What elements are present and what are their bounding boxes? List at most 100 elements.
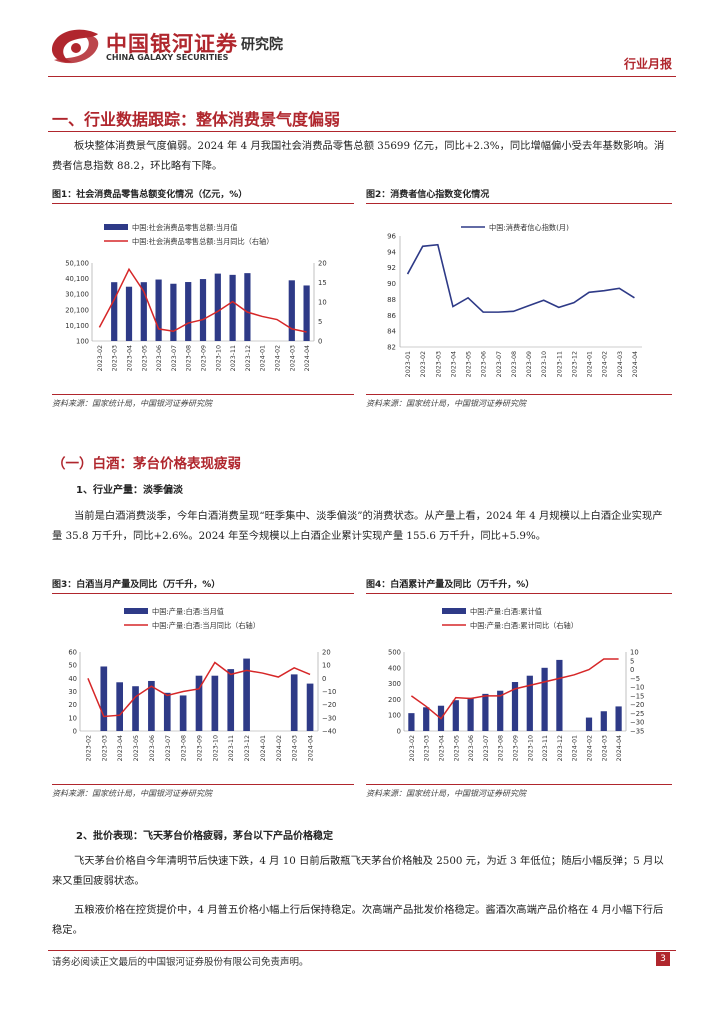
y-tick-label: 88 — [387, 296, 396, 304]
x-tick-label: 2024-03 — [292, 735, 299, 761]
footer-divider — [48, 950, 676, 951]
figure-source: 资料来源：国家统计局，中国银河证券研究院 — [52, 399, 212, 408]
bar — [290, 674, 298, 731]
y2-tick-label: −25 — [630, 710, 644, 718]
y-tick-label: 20 — [68, 701, 77, 709]
y-tick-label: 96 — [387, 233, 396, 241]
figure-title: 图4：白酒累计产量及同比（万千升，%） — [366, 580, 535, 590]
retail-sales-chart: 中国:社会消费品零售总额:当月值中国:社会消费品零售总额:当月同比（右轴）100… — [65, 223, 326, 371]
section-paragraph: 板块整体消费景气度偏弱。2024 年 4 月我国社会消费品零售总额 35699 … — [52, 140, 665, 172]
subsection-paragraph: 五粮液价格在控货提价中，4 月普五价格小幅上行后保持稳定。次高端产品批发价格稳定… — [52, 904, 664, 936]
bar — [199, 279, 207, 341]
y-tick-label: 60 — [68, 649, 77, 657]
y-tick-label: 50,100 — [65, 260, 89, 268]
legend-label: 中国:社会消费品零售总额:当月值 — [132, 223, 237, 232]
bar — [227, 669, 235, 731]
legend-swatch — [104, 224, 128, 230]
y2-tick-label: 0 — [318, 338, 322, 346]
x-tick-label: 2024-02 — [275, 345, 282, 371]
x-tick-label: 2024-03 — [617, 351, 624, 377]
x-tick-label: 2024-01 — [572, 735, 579, 761]
x-tick-label: 2023-08 — [181, 735, 188, 761]
y-tick-label: 40 — [68, 675, 77, 683]
x-tick-label: 2023-05 — [453, 735, 460, 761]
y-tick-label: 10 — [68, 714, 77, 722]
brand-name-cn: 中国银河证券 — [106, 32, 238, 56]
figure-source: 资料来源：国家统计局，中国银河证券研究院 — [366, 789, 526, 798]
bar — [244, 273, 251, 341]
y2-tick-label: −35 — [630, 728, 644, 736]
bar — [229, 274, 236, 341]
y-tick-label: 20,100 — [65, 306, 89, 314]
y-tick-label: 0 — [397, 728, 401, 736]
figure-title: 图3：白酒当月产量及同比（万千升，%） — [52, 580, 221, 590]
bar — [125, 286, 133, 341]
y-tick-label: 300 — [388, 680, 401, 688]
x-tick-label: 2024-01 — [587, 351, 594, 377]
y-tick-label: 200 — [388, 696, 401, 704]
y-tick-label: 30 — [68, 688, 77, 696]
x-tick-label: 2023-05 — [466, 351, 473, 377]
bar — [600, 711, 607, 731]
series-line — [410, 658, 619, 720]
figure-divider — [52, 203, 354, 204]
legend-label: 中国:产量:白酒:当月值 — [152, 607, 224, 616]
x-tick-label: 2024-03 — [601, 735, 608, 761]
x-tick-label: 2023-08 — [498, 735, 505, 761]
legend-label: 中国:消费者信心指数(月) — [489, 223, 569, 232]
section-title: 一、行业数据跟踪：整体消费景气度偏弱 — [52, 110, 341, 129]
x-tick-label: 2023-06 — [468, 735, 475, 761]
bar — [155, 279, 162, 341]
y-tick-label: 0 — [73, 728, 77, 736]
y-tick-label: 500 — [388, 649, 401, 657]
legend-label: 中国:产量:白酒:累计值 — [470, 607, 542, 616]
x-tick-label: 2023-02 — [85, 735, 92, 761]
y-tick-label: 40,100 — [65, 275, 89, 283]
y2-tick-label: 0 — [630, 666, 634, 674]
bar — [211, 675, 219, 731]
y-tick-label: 10,100 — [65, 322, 89, 330]
x-tick-label: 2023-01 — [405, 351, 412, 377]
x-tick-label: 2023-09 — [197, 735, 204, 761]
footer-disclaimer: 请务必阅读正文最后的中国银河证券股份有限公司免责声明。 — [52, 957, 309, 968]
subsection-heading: 1、行业产量：淡季偏淡 — [76, 485, 183, 496]
bar — [615, 706, 622, 731]
y-tick-label: 94 — [387, 248, 396, 256]
x-tick-label: 2023-12 — [244, 735, 251, 761]
x-tick-label: 2023-03 — [112, 345, 119, 371]
bar — [288, 280, 295, 341]
x-tick-label: 2023-10 — [215, 345, 222, 371]
x-tick-label: 2023-05 — [141, 345, 148, 371]
bar — [132, 686, 139, 731]
x-tick-label: 2023-04 — [127, 345, 134, 371]
y2-tick-label: −20 — [630, 701, 644, 709]
bar — [423, 707, 430, 731]
x-tick-label: 2023-12 — [245, 345, 252, 371]
x-tick-label: 2023-11 — [228, 735, 235, 761]
x-tick-label: 2023-03 — [101, 735, 108, 761]
figure-divider — [366, 593, 672, 594]
x-tick-label: 2023-02 — [409, 735, 416, 761]
bar — [179, 695, 187, 731]
y2-tick-label: 0 — [322, 675, 326, 683]
x-tick-label: 2023-02 — [420, 351, 427, 377]
x-tick-label: 2024-04 — [632, 351, 639, 377]
report-type: 行业月报 — [623, 57, 672, 71]
x-tick-label: 2023-09 — [526, 351, 533, 377]
y-tick-label: 30,100 — [65, 291, 89, 299]
bar — [214, 273, 221, 341]
legend-label: 中国:产量:白酒:累计同比（右轴） — [470, 621, 578, 630]
x-tick-label: 2024-04 — [308, 735, 315, 761]
bar — [482, 693, 489, 731]
x-tick-label: 2023-07 — [165, 735, 172, 761]
y-tick-label: 82 — [387, 344, 396, 352]
bar — [111, 282, 118, 341]
bar — [303, 285, 310, 341]
legend-label: 中国:社会消费品零售总额:当月同比（右轴） — [132, 237, 273, 246]
figure-divider — [52, 394, 354, 395]
x-tick-label: 2023-10 — [527, 735, 534, 761]
x-tick-label: 2024-03 — [289, 345, 296, 371]
figure-divider — [366, 203, 672, 204]
bar — [100, 666, 108, 731]
y2-tick-label: 10 — [322, 662, 331, 670]
